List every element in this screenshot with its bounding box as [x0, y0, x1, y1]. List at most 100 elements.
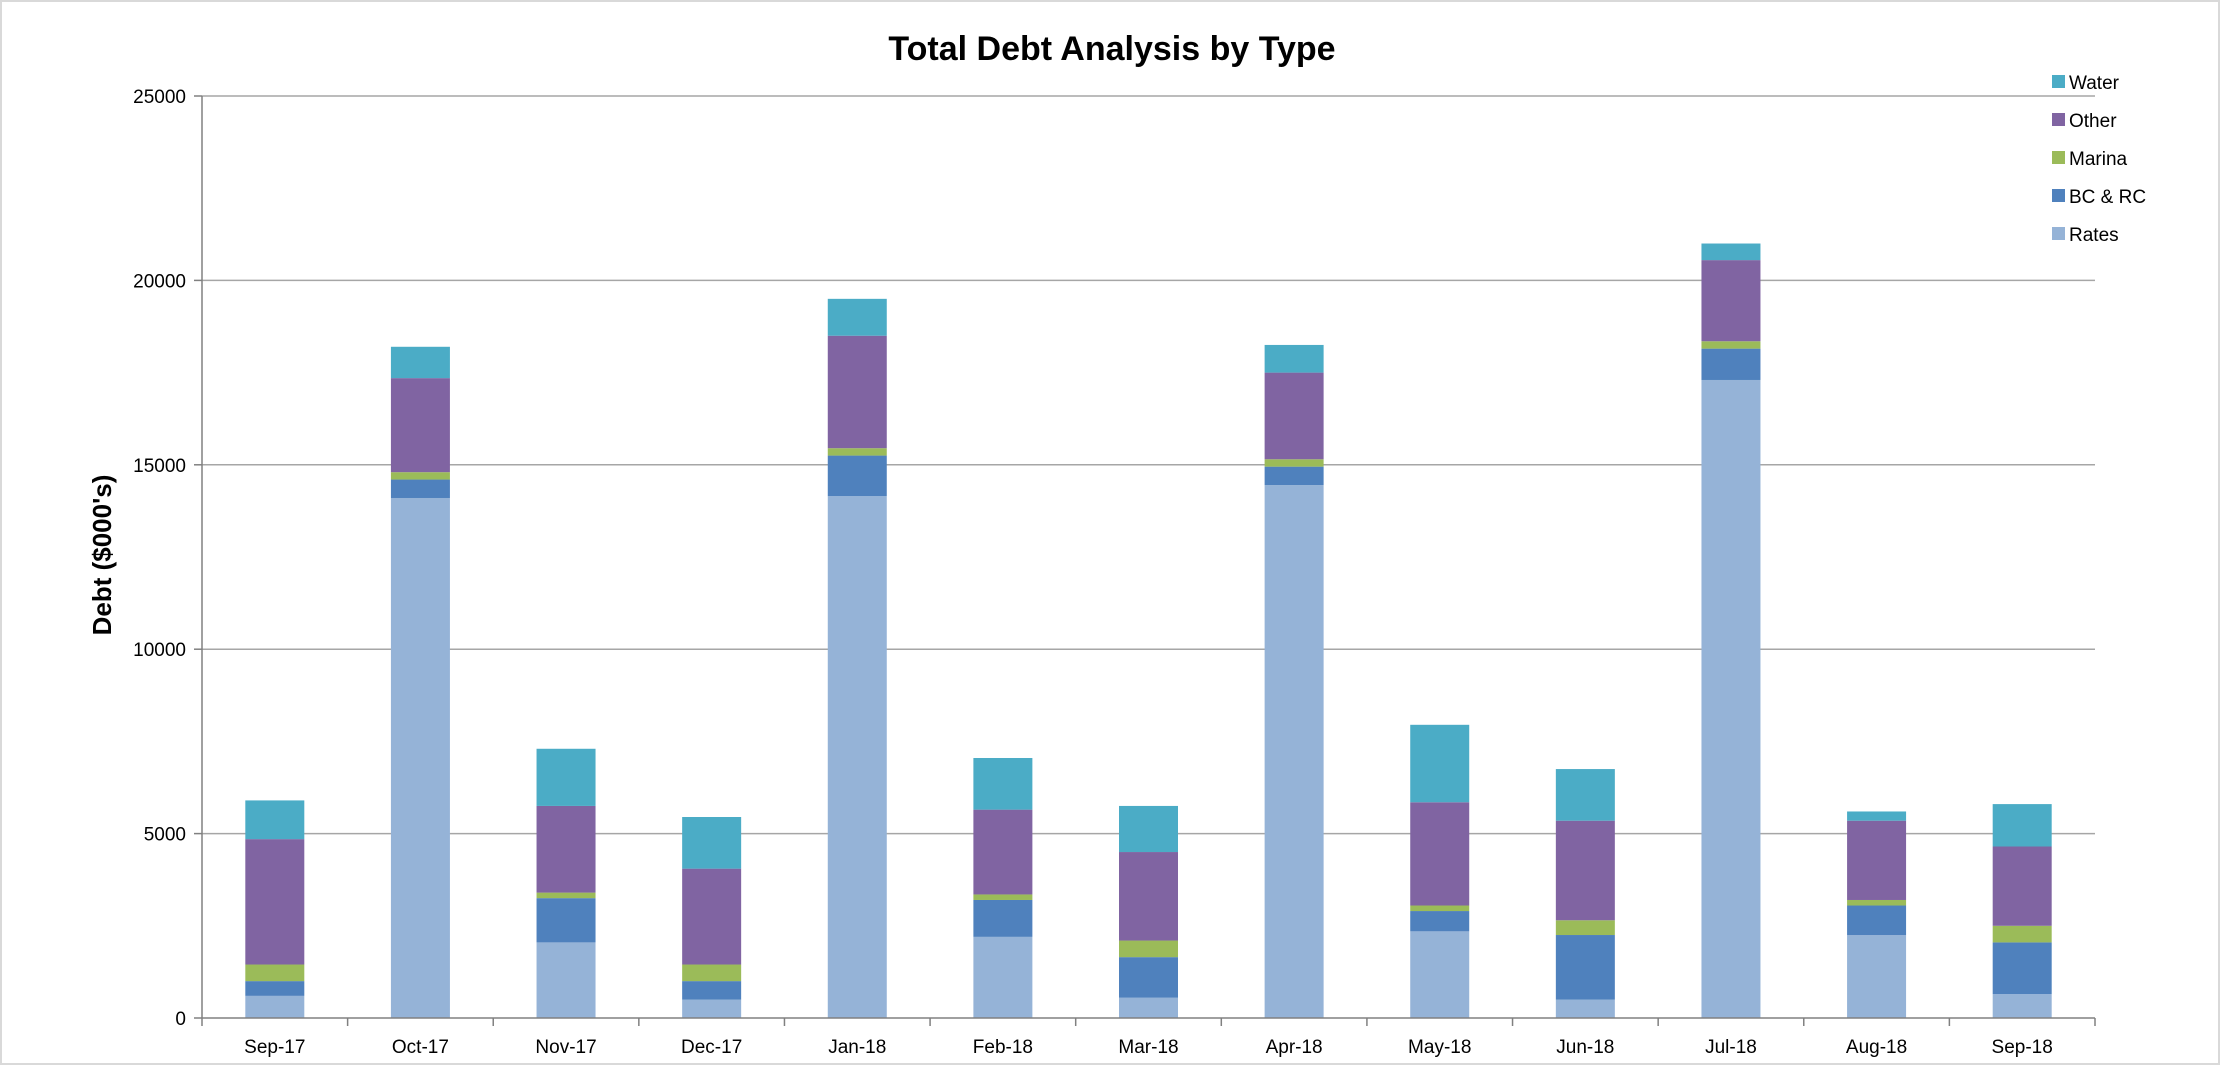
bar-other-dec-17	[682, 868, 742, 965]
bar-water-jun-18	[1555, 769, 1615, 821]
y-tick-label: 5000	[144, 825, 186, 846]
bar-other-mar-18	[1119, 852, 1178, 941]
x-tick-label: May-18	[1408, 1037, 1471, 1058]
legend-swatch-other	[2052, 113, 2065, 126]
bar-other-apr-18	[1264, 372, 1324, 460]
bar-water-sep-18	[1992, 804, 2052, 847]
x-tick-label: Nov-17	[535, 1037, 596, 1058]
legend: Water Other Marina BC & RC Rates	[2052, 73, 2146, 246]
bar-water-may-18	[1410, 724, 1470, 803]
bar-rates-jun-18	[1555, 999, 1615, 1018]
x-tick-label: Aug-18	[1846, 1037, 1907, 1058]
y-tick-label: 15000	[133, 456, 186, 477]
bar-rates-dec-17	[682, 999, 742, 1018]
bar-marina-sep-17	[245, 964, 305, 982]
legend-swatch-rates	[2052, 227, 2065, 240]
bar-marina-may-18	[1410, 905, 1470, 912]
bar-other-jan-18	[827, 335, 887, 449]
bar-bc-rc-dec-17	[682, 981, 742, 1000]
bar-rates-nov-17	[536, 942, 596, 1018]
x-tick-label: Jul-18	[1705, 1037, 1757, 1058]
bars	[245, 243, 2052, 1019]
bar-marina-nov-17	[536, 892, 596, 899]
bar-bc-rc-feb-18	[973, 899, 1033, 937]
legend-swatch-marina	[2052, 151, 2065, 164]
chart-title: Total Debt Analysis by Type	[888, 30, 1335, 68]
bar-other-may-18	[1410, 802, 1470, 906]
legend-label-rates: Rates	[2069, 225, 2119, 246]
bar-water-nov-17	[536, 748, 596, 806]
bar-rates-aug-18	[1847, 935, 1907, 1018]
bar-other-jun-18	[1555, 820, 1615, 921]
bar-bc-rc-jul-18	[1701, 348, 1761, 380]
bar-marina-jul-18	[1701, 341, 1761, 349]
x-tick-label: Oct-17	[392, 1037, 449, 1058]
bar-water-sep-17	[245, 800, 305, 840]
bar-water-feb-18	[973, 757, 1033, 810]
legend-label-water: Water	[2069, 73, 2120, 94]
bar-marina-mar-18	[1119, 940, 1178, 958]
x-tick-label: Dec-17	[681, 1037, 742, 1058]
bar-rates-mar-18	[1119, 997, 1178, 1018]
bar-bc-rc-oct-17	[390, 479, 450, 498]
y-tick-label: 10000	[133, 640, 186, 661]
bar-water-aug-18	[1847, 811, 1907, 821]
bar-other-feb-18	[973, 809, 1033, 895]
x-tick-label: Sep-17	[244, 1037, 305, 1058]
bar-bc-rc-aug-18	[1847, 905, 1907, 936]
x-tick-label: Jun-18	[1556, 1037, 1614, 1058]
x-tick-label: Sep-18	[1992, 1037, 2053, 1058]
y-tick-label: 25000	[133, 87, 186, 108]
bar-marina-jan-18	[827, 448, 887, 456]
bar-other-sep-18	[1992, 846, 2052, 926]
bar-bc-rc-sep-18	[1992, 942, 2052, 995]
x-tick-label: Apr-18	[1266, 1037, 1323, 1058]
bar-marina-oct-17	[390, 472, 450, 480]
bar-marina-sep-18	[1992, 925, 2052, 943]
y-tick-label: 20000	[133, 271, 186, 292]
bar-water-jan-18	[827, 298, 887, 336]
y-tick-label: 0	[175, 1009, 186, 1030]
legend-swatch-bc-rc	[2052, 189, 2065, 202]
bar-water-dec-17	[682, 817, 742, 869]
bar-rates-oct-17	[390, 497, 450, 1018]
bar-rates-apr-18	[1264, 485, 1324, 1019]
bar-marina-feb-18	[973, 894, 1033, 900]
bar-marina-aug-18	[1847, 899, 1907, 906]
bar-rates-jul-18	[1701, 379, 1761, 1018]
legend-swatch-water	[2052, 75, 2065, 88]
bar-bc-rc-nov-17	[536, 898, 596, 943]
bar-rates-may-18	[1410, 931, 1470, 1018]
bar-water-mar-18	[1119, 805, 1178, 853]
legend-label-bc-rc: BC & RC	[2069, 187, 2146, 208]
bar-other-aug-18	[1847, 820, 1907, 900]
bar-water-apr-18	[1264, 344, 1324, 373]
bar-other-nov-17	[536, 805, 596, 893]
bar-bc-rc-mar-18	[1119, 957, 1178, 998]
bar-marina-dec-17	[682, 964, 742, 982]
bar-bc-rc-jun-18	[1555, 935, 1615, 1000]
legend-label-marina: Marina	[2069, 149, 2128, 170]
bar-other-oct-17	[390, 378, 450, 473]
bar-bc-rc-may-18	[1410, 911, 1470, 932]
bar-rates-feb-18	[973, 936, 1033, 1018]
bar-bc-rc-jan-18	[827, 455, 887, 497]
x-tick-label: Feb-18	[973, 1037, 1033, 1058]
bar-water-jul-18	[1701, 243, 1761, 261]
bar-rates-sep-18	[1992, 994, 2052, 1018]
bar-other-jul-18	[1701, 260, 1761, 342]
x-tick-label: Jan-18	[828, 1037, 886, 1058]
bar-bc-rc-apr-18	[1264, 466, 1324, 486]
axes: 0 5000 10000 15000 20000 25000 Sep-17 Oct-17 Nov…	[133, 87, 2096, 1058]
bar-water-oct-17	[390, 346, 450, 379]
x-tick-label: Mar-18	[1118, 1037, 1178, 1058]
bar-rates-sep-17	[245, 995, 305, 1018]
gridlines	[202, 95, 2095, 835]
bar-other-sep-17	[245, 839, 305, 965]
bar-marina-jun-18	[1555, 920, 1615, 936]
y-axis-label: Debt ($000's)	[87, 475, 117, 636]
bar-marina-apr-18	[1264, 459, 1324, 467]
legend-label-other: Other	[2069, 111, 2117, 132]
